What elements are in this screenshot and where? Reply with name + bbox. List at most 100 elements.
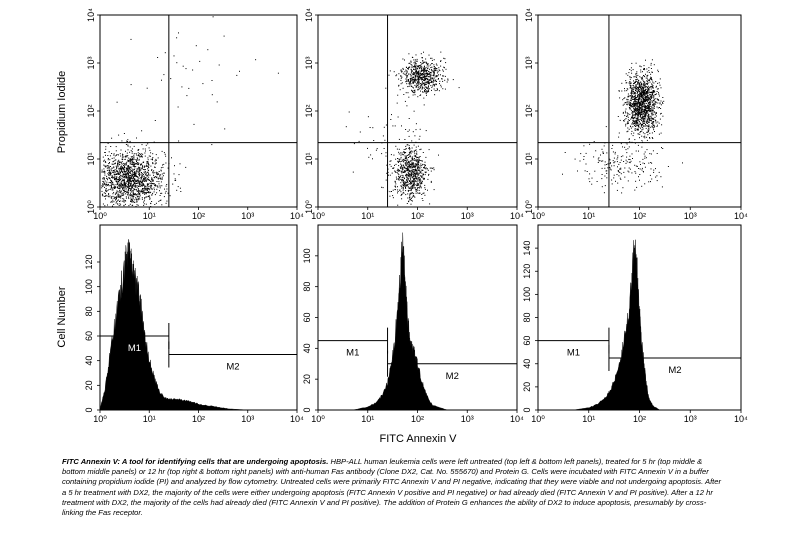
scatter-point — [407, 130, 409, 132]
scatter-point — [128, 177, 130, 179]
scatter-point — [652, 127, 654, 129]
scatter-point — [620, 178, 622, 180]
scatter-point — [125, 188, 127, 190]
scatter-point — [124, 190, 126, 192]
scatter-point — [133, 185, 135, 187]
scatter-point — [126, 171, 128, 173]
scatter-point — [433, 71, 435, 73]
scatter-point — [149, 198, 150, 200]
scatter-point — [136, 162, 138, 164]
scatter-point — [659, 84, 661, 86]
scatter-point — [395, 176, 397, 178]
scatter-point — [632, 117, 634, 119]
scatter-point — [110, 146, 112, 147]
scatter-point — [424, 69, 425, 71]
scatter-point — [158, 171, 160, 172]
scatter-point — [638, 101, 640, 103]
scatter-point — [152, 153, 154, 155]
scatter-point — [424, 86, 426, 88]
scatter-point — [640, 131, 642, 132]
scatter-point — [391, 114, 392, 116]
scatter-point — [626, 104, 628, 105]
y-tick-label: 60 — [84, 331, 94, 341]
scatter-point — [641, 97, 643, 99]
scatter-point — [635, 90, 636, 91]
scatter-point — [419, 72, 421, 74]
scatter-point — [637, 91, 639, 93]
scatter-point — [120, 168, 122, 170]
scatter-point — [651, 109, 653, 111]
scatter-point — [128, 196, 129, 198]
scatter-point — [115, 146, 117, 148]
scatter-point — [411, 173, 413, 175]
scatter-point — [129, 176, 131, 178]
scatter-point — [142, 188, 144, 190]
scatter-point — [647, 131, 649, 133]
scatter-point — [629, 108, 631, 110]
scatter-point — [155, 162, 157, 164]
scatter-point — [128, 205, 130, 207]
scatter-point — [411, 182, 413, 184]
scatter-point — [641, 101, 643, 103]
scatter-point — [118, 179, 119, 180]
scatter-point — [654, 91, 656, 93]
scatter-point — [119, 191, 121, 193]
scatter-point — [406, 75, 408, 77]
scatter-point — [647, 85, 649, 87]
scatter-point — [122, 184, 124, 186]
scatter-point — [135, 199, 137, 201]
scatter-point — [642, 123, 644, 124]
scatter-point — [434, 79, 436, 81]
scatter-point — [195, 45, 197, 47]
scatter-point — [421, 84, 423, 85]
scatter-point — [433, 85, 435, 87]
scatter-point — [128, 187, 130, 189]
scatter-point — [641, 119, 643, 121]
scatter-point — [402, 175, 404, 177]
scatter-point — [638, 119, 640, 121]
scatter-point — [642, 113, 644, 115]
scatter-point — [648, 108, 650, 110]
scatter-point — [628, 100, 630, 102]
scatter-point — [425, 73, 427, 75]
histogram-area — [352, 232, 448, 411]
scatter-point — [636, 186, 638, 188]
scatter-point — [655, 103, 657, 105]
scatter-point — [627, 114, 629, 116]
scatter-point — [651, 125, 653, 127]
scatter-point — [433, 169, 435, 171]
scatter-point — [129, 182, 131, 184]
scatter-point — [141, 176, 143, 178]
scatter-point — [414, 184, 416, 186]
scatter-point — [421, 177, 423, 178]
scatter-point — [164, 188, 165, 190]
scatter-point — [646, 98, 647, 100]
scatter-point — [415, 69, 417, 71]
scatter-point — [139, 180, 141, 182]
scatter-point — [139, 198, 141, 200]
scatter-point — [424, 188, 426, 190]
scatter-point — [144, 188, 146, 189]
scatter-point — [642, 99, 644, 101]
scatter-point — [108, 172, 110, 174]
scatter-point — [620, 143, 622, 145]
scatter-point — [646, 91, 647, 92]
scatter-point — [419, 76, 421, 78]
scatter-point — [407, 178, 409, 180]
scatter-point — [420, 186, 422, 188]
scatter-point — [648, 117, 650, 119]
scatter-point — [436, 75, 438, 77]
scatter-point — [128, 176, 130, 178]
scatter-point — [120, 171, 121, 173]
scatter-point — [429, 73, 431, 75]
scatter-point — [352, 171, 354, 173]
scatter-point — [145, 196, 147, 198]
scatter-point — [634, 81, 636, 83]
scatter-point — [114, 171, 116, 173]
scatter-point — [423, 82, 424, 84]
scatter-point — [136, 163, 138, 165]
scatter-point — [434, 67, 436, 69]
scatter-point — [631, 110, 633, 112]
scatter-point — [130, 178, 132, 179]
